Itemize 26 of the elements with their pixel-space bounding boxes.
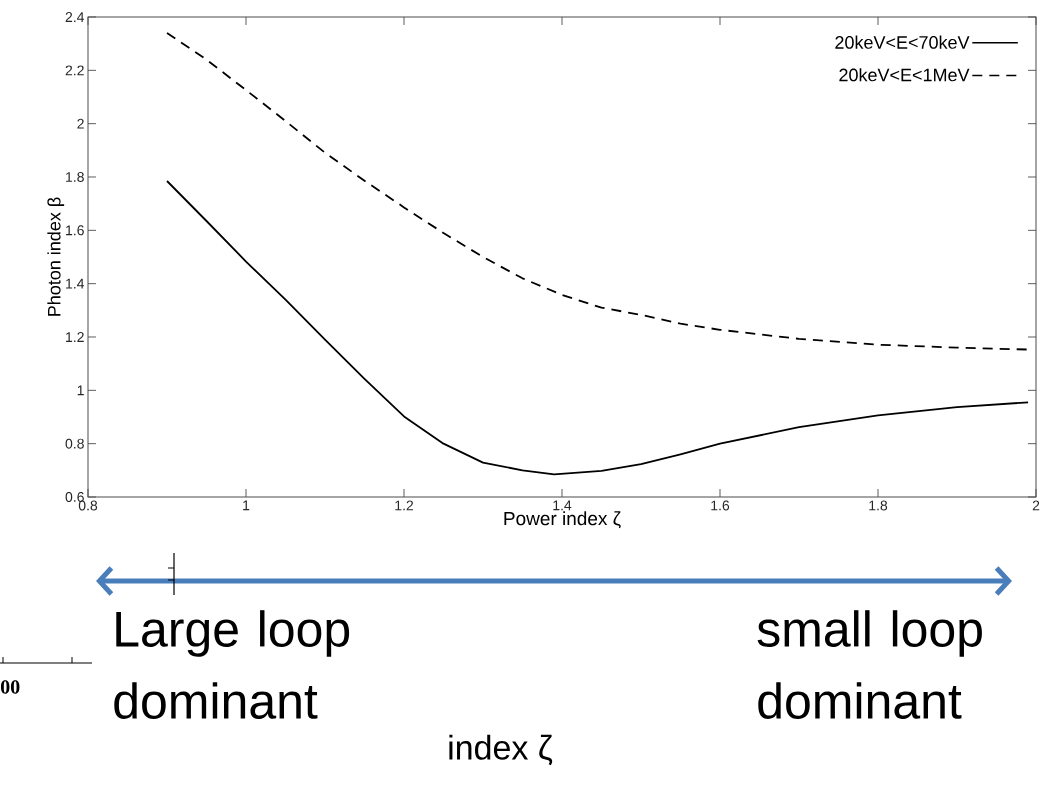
y-tick-label: 0.6 <box>65 492 84 502</box>
x-tick-label: 1.6 <box>711 500 730 511</box>
line-series <box>166 180 1030 476</box>
y-tick-label: 1.6 <box>66 225 84 236</box>
text: index ζ <box>449 734 553 766</box>
y-tick-label: 2.4 <box>65 12 85 22</box>
text: Large loop dominant <box>114 610 350 719</box>
x-tick-label: 1.8 <box>869 500 888 511</box>
x-axis-title: Power index ζ <box>504 511 621 529</box>
legend-label: 20keV<E<70keV <box>835 35 970 49</box>
x-tick-label: 1 <box>243 500 250 511</box>
y-axis-title: Photon index β <box>47 197 65 316</box>
text: 00 <box>0 680 20 694</box>
y-tick-label: 1.8 <box>66 172 84 182</box>
y-tick-label: 0.8 <box>65 438 84 449</box>
y-tick-label: 1.4 <box>66 278 85 289</box>
x-tick-label: 1.2 <box>395 500 414 511</box>
y-tick-label: 2 <box>77 118 84 129</box>
line-series <box>166 32 1030 351</box>
y-tick-label: 1.2 <box>66 332 84 342</box>
legend-label: 20keV<E<1MeV <box>839 68 970 82</box>
y-tick-label: 2.2 <box>65 65 84 76</box>
text: small loop dominant <box>757 610 982 719</box>
x-tick-label: 1.4 <box>553 500 572 511</box>
x-tick-label: 2 <box>1032 500 1040 511</box>
y-tick-label: 1 <box>77 385 84 396</box>
